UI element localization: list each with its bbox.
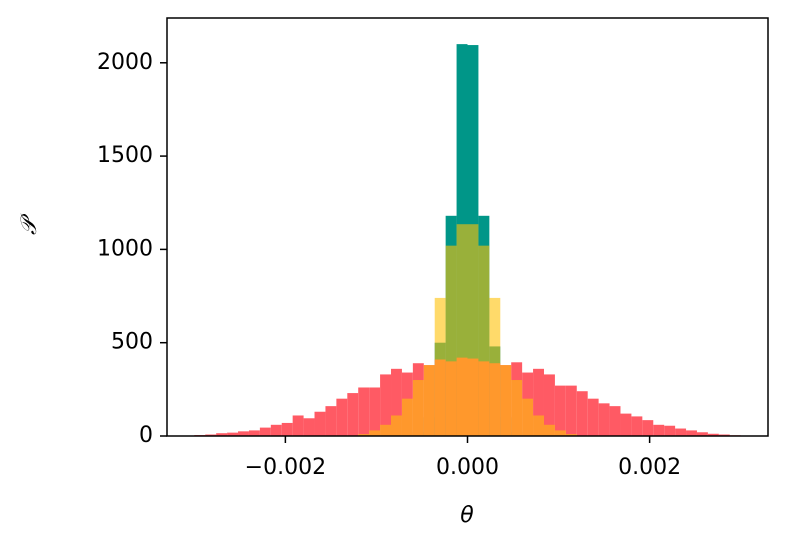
- y-tick-label: 1000: [97, 236, 153, 261]
- histogram-bar: [554, 430, 566, 436]
- histogram-bar: [281, 422, 293, 436]
- histogram-bar: [543, 374, 555, 436]
- y-tick-label: 2000: [97, 50, 153, 75]
- histogram-bar: [347, 393, 359, 436]
- histogram-bar: [587, 398, 599, 436]
- histogram-bar: [292, 415, 304, 436]
- histogram-bar: [248, 430, 260, 436]
- histogram-bar: [500, 365, 512, 436]
- histogram-bar: [707, 433, 719, 436]
- x-tick-label: 0.002: [618, 455, 681, 480]
- histogram-bar: [489, 297, 501, 436]
- histogram-bar: [270, 424, 282, 436]
- histogram-bar: [401, 398, 413, 436]
- histogram-bar: [554, 385, 566, 436]
- histogram-bar: [325, 406, 337, 436]
- histogram-bar: [369, 430, 381, 436]
- histogram-bar: [565, 385, 577, 436]
- histogram-bar: [434, 297, 446, 436]
- histogram-bar: [696, 432, 708, 436]
- histogram-bar: [336, 398, 348, 436]
- histogram-bar: [598, 403, 610, 436]
- histogram-bar: [620, 413, 632, 436]
- histogram-bar: [380, 424, 392, 436]
- histogram-bar: [664, 425, 676, 436]
- histogram-bar: [227, 432, 239, 436]
- histogram-bar: [303, 418, 315, 436]
- histogram-bar: [238, 431, 249, 436]
- histogram-bar: [533, 368, 544, 436]
- histogram-bar: [478, 245, 490, 436]
- x-tick-label: 0.000: [436, 455, 499, 480]
- histogram-bar: [533, 415, 544, 436]
- histogram-bar: [576, 391, 588, 436]
- y-tick-label: 1500: [97, 143, 153, 168]
- histogram-bar: [423, 365, 435, 436]
- histogram-bar: [216, 433, 228, 436]
- histogram-bar: [522, 398, 534, 436]
- histogram-bar: [609, 406, 621, 436]
- histogram-bar: [511, 380, 523, 436]
- histogram-bar: [456, 224, 468, 436]
- x-axis-label: θ: [460, 503, 474, 528]
- histogram-bar: [391, 368, 402, 436]
- histogram-bar: [391, 415, 402, 436]
- y-tick-label: 500: [111, 330, 153, 355]
- histogram-bar: [467, 224, 479, 436]
- histogram-bar: [686, 430, 697, 436]
- histogram-bar: [380, 374, 392, 436]
- histogram-bar: [412, 380, 424, 436]
- histogram-bar: [314, 411, 326, 436]
- x-tick-label: −0.002: [245, 455, 326, 480]
- histogram-bar: [445, 245, 457, 436]
- y-axis-label: 𝒫: [17, 213, 42, 235]
- histogram-bar: [653, 424, 665, 436]
- histogram-bar: [631, 416, 643, 436]
- histogram-bar: [259, 427, 271, 436]
- histogram-bar: [358, 387, 370, 436]
- y-tick-label: 0: [139, 423, 153, 448]
- histogram-bar: [642, 420, 654, 436]
- histogram-bar: [565, 434, 577, 436]
- histogram-bar: [369, 387, 381, 436]
- histogram-bar: [543, 424, 555, 436]
- histogram-bar: [675, 428, 687, 436]
- histogram-bar: [358, 434, 370, 436]
